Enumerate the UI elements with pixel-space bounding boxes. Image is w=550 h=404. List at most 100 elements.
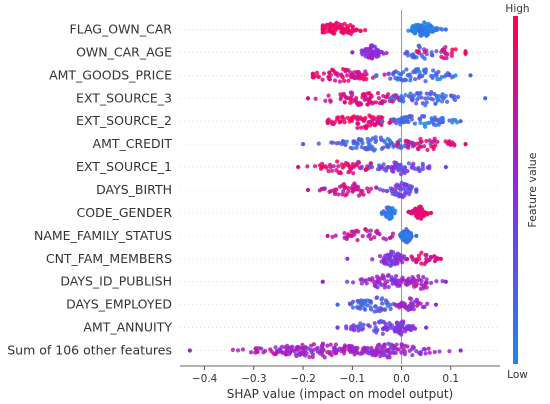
shap-point [342, 230, 347, 236]
shap-point [421, 212, 426, 217]
shap-point [335, 25, 340, 30]
shap-point [417, 144, 423, 149]
shap-point [386, 341, 391, 346]
shap-point [352, 139, 357, 144]
shap-point [345, 115, 350, 120]
shap-point [374, 274, 380, 279]
shap-point [305, 96, 311, 101]
shap-point [363, 94, 368, 99]
shap-point [413, 326, 418, 331]
shap-point [388, 76, 393, 81]
shap-point [434, 49, 439, 54]
shap-point [375, 167, 381, 172]
shap-point [393, 76, 398, 81]
shap-point [355, 117, 360, 122]
shap-point [382, 342, 387, 348]
shap-point [445, 52, 450, 57]
shap-point [389, 253, 394, 258]
shap-point [424, 24, 429, 30]
shap-point [326, 74, 331, 80]
shap-point [327, 351, 332, 356]
shap-point [340, 115, 345, 120]
shap-point [393, 350, 398, 356]
shap-point [381, 93, 386, 99]
shap-point [351, 114, 357, 119]
shap-point [377, 277, 382, 283]
shap-point [373, 352, 378, 357]
shap-point [398, 145, 404, 151]
shap-point [399, 350, 404, 355]
shap-point [358, 188, 363, 193]
shap-point [338, 92, 343, 97]
shap-point [320, 279, 325, 284]
shap-point [323, 98, 328, 103]
shap-point [355, 142, 360, 147]
shap-point [368, 350, 373, 355]
shap-point [448, 142, 453, 147]
shap-point [424, 277, 429, 282]
shap-point [432, 349, 437, 355]
shap-point [316, 141, 321, 146]
shap-point [386, 256, 391, 261]
shap-point [344, 324, 349, 329]
shap-point [403, 51, 408, 56]
shap-point [402, 165, 407, 170]
shap-point [403, 92, 408, 98]
shap-point [309, 349, 314, 355]
shap-point [412, 299, 417, 304]
shap-point [396, 347, 401, 352]
shap-point [418, 120, 423, 125]
shap-point [407, 323, 412, 329]
feature-labels: FLAG_OWN_CAR OWN_CAR_AGE AMT_GOODS_PRICE EX… [7, 21, 172, 357]
feature-row-points [320, 272, 448, 291]
shap-point [453, 47, 458, 52]
shap-point [327, 162, 333, 167]
shap-point [432, 136, 437, 141]
shap-point [327, 189, 332, 194]
shap-point [326, 93, 331, 98]
shap-point [358, 323, 363, 329]
shap-point [429, 52, 434, 57]
shap-point [389, 323, 394, 328]
shap-point [347, 164, 352, 169]
feature-label: EXT_SOURCE_2 [76, 113, 172, 128]
shap-point [412, 55, 417, 60]
shap-point [416, 273, 421, 279]
shap-point [349, 90, 355, 95]
x-tick-label: −0.1 [340, 373, 366, 385]
shap-point [374, 308, 379, 314]
shap-point [332, 69, 337, 74]
shap-point [380, 296, 385, 301]
shap-point [255, 349, 260, 355]
shap-point [345, 73, 350, 78]
shap-point [419, 250, 424, 255]
shap-point [354, 27, 359, 32]
shap-point [417, 29, 422, 34]
shap-point [424, 138, 429, 144]
shap-point [375, 285, 380, 290]
shap-point [334, 141, 339, 146]
shap-point [463, 142, 468, 147]
shap-point [397, 282, 402, 287]
shap-point [347, 302, 353, 307]
shap-point [396, 117, 401, 122]
shap-point [324, 23, 329, 28]
shap-point [400, 260, 405, 265]
shap-point [397, 330, 402, 336]
shap-point [305, 187, 311, 193]
shap-point [434, 279, 439, 284]
shap-point [373, 304, 378, 309]
shap-point [319, 348, 324, 353]
shap-point [356, 137, 361, 142]
x-tick-label: −0.3 [241, 373, 267, 385]
shap-point [383, 237, 389, 242]
shap-point [397, 97, 403, 103]
shap-point [372, 321, 377, 326]
shap-point [360, 346, 365, 352]
feature-label: Sum of 106 other features [7, 343, 172, 358]
shap-point [410, 353, 415, 358]
shap-point [354, 162, 359, 167]
shap-point [378, 115, 384, 120]
shap-point [373, 122, 378, 127]
shap-point [420, 163, 425, 169]
